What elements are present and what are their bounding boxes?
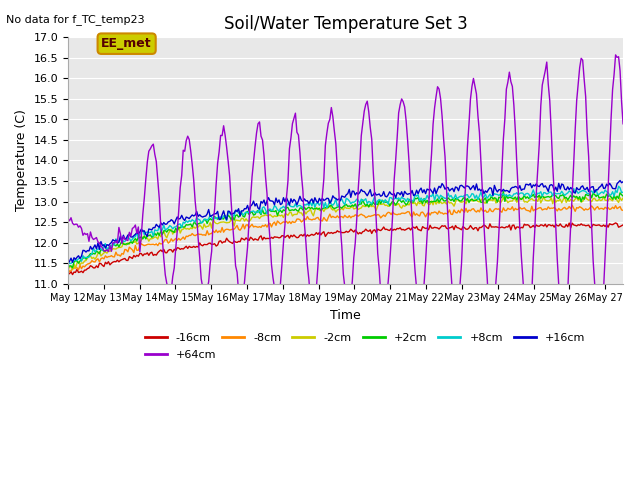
Legend: +64cm: +64cm — [140, 345, 221, 364]
X-axis label: Time: Time — [330, 309, 361, 322]
Title: Soil/Water Temperature Set 3: Soil/Water Temperature Set 3 — [223, 15, 467, 33]
Text: EE_met: EE_met — [101, 37, 152, 50]
Y-axis label: Temperature (C): Temperature (C) — [15, 109, 28, 211]
Text: No data for f_TC_temp23: No data for f_TC_temp23 — [6, 14, 145, 25]
